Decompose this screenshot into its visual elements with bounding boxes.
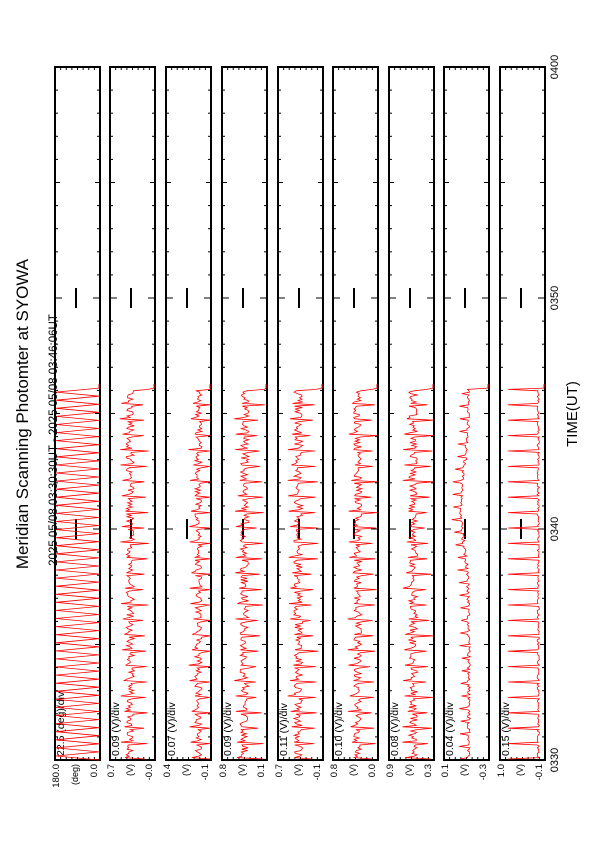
panel-scale-label: 0.15 (V)/div (500, 702, 512, 756)
panel-value-labels: 0.4 (V) -0.1 (162, 764, 211, 780)
value-max-label: 0.7 (274, 764, 285, 777)
panel-scale-label: 0.09 (V)/div (110, 702, 122, 756)
time-tick-label-0350: 0350 (549, 286, 561, 310)
value-unit-label: (V) (293, 764, 303, 776)
panel-ch3: 0.09 (V)/div 0.8 (V) 0.1 (218, 66, 268, 777)
trace-ch4 (287, 387, 323, 760)
value-min-label: 0.0 (89, 764, 100, 777)
panel-ch6: 0.08 (V)/div 0.9 (V) 0.3 (385, 66, 435, 777)
value-min-label: -0.1 (534, 764, 545, 780)
value-min-label: 0.0 (367, 764, 378, 777)
time-tick-label-0340: 0340 (549, 517, 561, 541)
trace-ch8 (508, 387, 545, 760)
time-tick-label-0400: 0400 (549, 55, 561, 79)
value-max-label: 0.9 (385, 764, 396, 777)
panel-scale-label: 0.04 (V)/div (444, 702, 456, 756)
panel-value-labels: 0.8 (V) 0.0 (329, 764, 378, 777)
time-tick-label-0330: 0330 (549, 748, 561, 772)
panel-value-labels: 0.1 (V) -0.3 (440, 764, 489, 780)
value-min-label: -0.0 (144, 764, 155, 780)
trace-ch7 (451, 387, 489, 760)
panel-ch5: 0.10 (V)/div 0.8 (V) 0.0 (329, 66, 379, 777)
panel-scale-label: 0.09 (V)/div (222, 702, 234, 756)
value-min-label: -0.1 (200, 764, 211, 780)
chart-title: Meridian Scanning Photomter at SYOWA (13, 258, 32, 569)
panel-scale-label: 0.08 (V)/div (389, 702, 401, 756)
panel-scale-label: 0.07 (V)/div (166, 702, 178, 756)
panel-value-labels: 0.7 (V) -0.0 (106, 764, 155, 780)
value-unit-label: (V) (237, 764, 247, 776)
trace-angle (55, 387, 100, 761)
trace-ch1 (119, 387, 155, 760)
panel-ch8: 0.15 (V)/div 1.0 (V) -0.1 (496, 66, 546, 780)
trace-ch2 (188, 388, 211, 760)
panel-value-labels: 0.7 (V) -0.1 (274, 764, 323, 780)
value-unit-label: (V) (125, 764, 135, 776)
value-unit-label: (V) (515, 764, 525, 776)
x-axis-label: TIME(UT) (564, 381, 581, 447)
time-axis-group: 0330 0340 0350 0400 (549, 55, 561, 772)
value-unit-label: (V) (181, 764, 191, 776)
value-min-label: -0.3 (478, 764, 489, 780)
value-max-label: 0.8 (329, 764, 340, 777)
trace-ch3 (234, 387, 267, 760)
value-unit-label: (V) (348, 764, 358, 776)
value-min-label: 0.3 (423, 764, 434, 777)
panel-value-labels: 180.0 (deg) 0.0 (51, 764, 100, 788)
value-max-label: 1.0 (496, 764, 507, 777)
trace-ch6 (402, 387, 434, 760)
panel-value-labels: 0.8 (V) 0.1 (218, 764, 267, 777)
value-min-label: 0.1 (256, 764, 267, 777)
value-max-label: 180.0 (51, 764, 62, 788)
panel-frame (165, 66, 212, 761)
panel-scale-label: 0.10 (V)/div (333, 702, 345, 756)
panel-frame (388, 66, 435, 761)
panel-frame (443, 66, 490, 761)
value-max-label: 0.8 (218, 764, 229, 777)
panel-ch1: 0.09 (V)/div 0.7 (V) -0.0 (106, 66, 156, 780)
value-max-label: 0.1 (440, 764, 451, 777)
value-unit-label: (V) (404, 764, 414, 776)
panel-ch4: 0.11 (V)/div 0.7 (V) -0.1 (274, 66, 324, 780)
value-unit-label: (V) (459, 764, 469, 776)
trace-ch5 (347, 387, 378, 760)
panel-frame (54, 66, 101, 761)
panel-value-labels: 1.0 (V) -0.1 (496, 764, 545, 780)
value-max-label: 0.4 (162, 764, 173, 777)
panel-value-labels: 0.9 (V) 0.3 (385, 764, 434, 777)
panel-ch2: 0.07 (V)/div 0.4 (V) -0.1 (162, 66, 212, 780)
value-min-label: -0.1 (312, 764, 323, 780)
value-max-label: 0.7 (106, 764, 117, 777)
chart-subtitle: 2025 05/08 03:30:30UT - 2025 05/08 03:46… (48, 314, 60, 566)
panel-scale-label: 0.11 (V)/div (278, 702, 290, 756)
value-unit-label: (deg) (70, 764, 80, 785)
panel-ch7: 0.04 (V)/div 0.1 (V) -0.3 (440, 66, 490, 780)
